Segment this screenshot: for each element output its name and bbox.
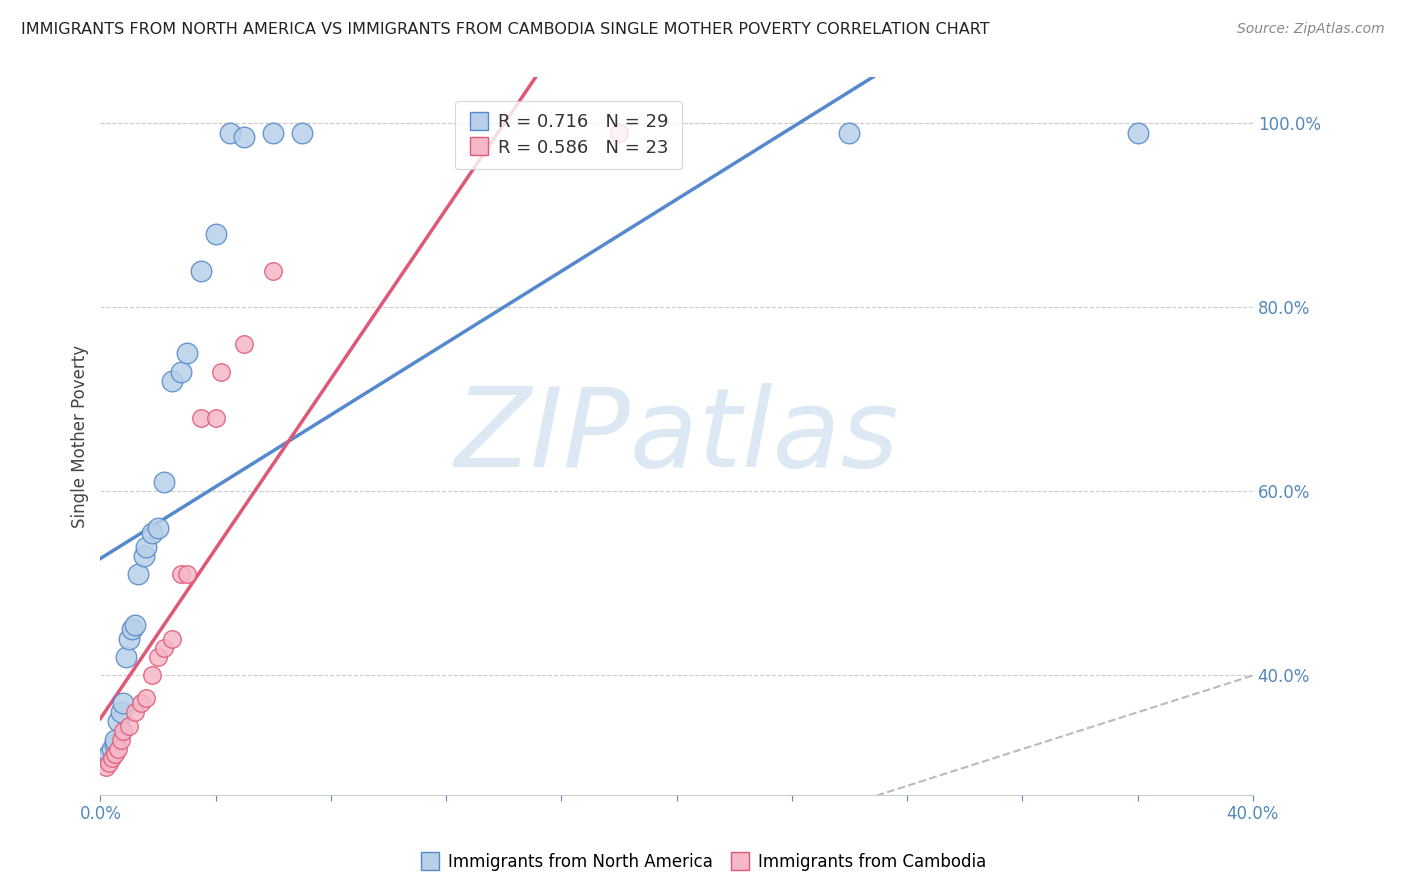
Point: [607, 126, 630, 140]
Point: [107, 742, 129, 756]
Point: [838, 126, 860, 140]
Point: [104, 732, 127, 747]
Point: [152, 640, 174, 655]
Point: [112, 723, 135, 738]
Point: [135, 691, 157, 706]
Point: [190, 263, 212, 277]
Text: ZIPatlas: ZIPatlas: [454, 383, 898, 490]
Point: [110, 705, 132, 719]
Point: [204, 410, 226, 425]
Point: [101, 742, 124, 756]
Point: [118, 632, 141, 646]
Point: [112, 696, 135, 710]
Point: [152, 475, 174, 490]
Point: [94, 751, 117, 765]
Point: [94, 760, 117, 774]
Point: [135, 540, 157, 554]
Point: [127, 567, 149, 582]
Point: [291, 126, 314, 140]
Point: [204, 227, 226, 241]
Point: [170, 365, 193, 379]
Point: [233, 337, 256, 351]
Point: [104, 747, 127, 761]
Point: [121, 623, 143, 637]
Point: [176, 346, 198, 360]
Point: [262, 126, 284, 140]
Point: [129, 696, 152, 710]
Point: [146, 521, 169, 535]
Text: Source: ZipAtlas.com: Source: ZipAtlas.com: [1237, 22, 1385, 37]
Y-axis label: Single Mother Poverty: Single Mother Poverty: [72, 344, 89, 528]
Point: [132, 549, 155, 563]
Point: [104, 738, 127, 752]
Point: [107, 714, 129, 729]
Point: [118, 719, 141, 733]
Point: [162, 374, 184, 388]
Point: [176, 567, 198, 582]
Point: [190, 410, 212, 425]
Point: [233, 130, 256, 145]
Point: [209, 365, 232, 379]
Text: IMMIGRANTS FROM NORTH AMERICA VS IMMIGRANTS FROM CAMBODIA SINGLE MOTHER POVERTY : IMMIGRANTS FROM NORTH AMERICA VS IMMIGRA…: [21, 22, 990, 37]
Point: [124, 618, 146, 632]
Point: [1126, 126, 1149, 140]
Point: [98, 747, 121, 761]
Point: [110, 732, 132, 747]
Point: [162, 632, 184, 646]
Legend: R = 0.716   N = 29, R = 0.586   N = 23: R = 0.716 N = 29, R = 0.586 N = 23: [456, 101, 682, 169]
Legend: Immigrants from North America, Immigrants from Cambodia: Immigrants from North America, Immigrant…: [412, 845, 994, 880]
Point: [124, 705, 146, 719]
Point: [115, 650, 138, 665]
Point: [101, 751, 124, 765]
Point: [262, 263, 284, 277]
Point: [170, 567, 193, 582]
Point: [219, 126, 242, 140]
Point: [98, 756, 121, 770]
Point: [141, 668, 163, 682]
Point: [141, 525, 163, 540]
Point: [146, 650, 169, 665]
